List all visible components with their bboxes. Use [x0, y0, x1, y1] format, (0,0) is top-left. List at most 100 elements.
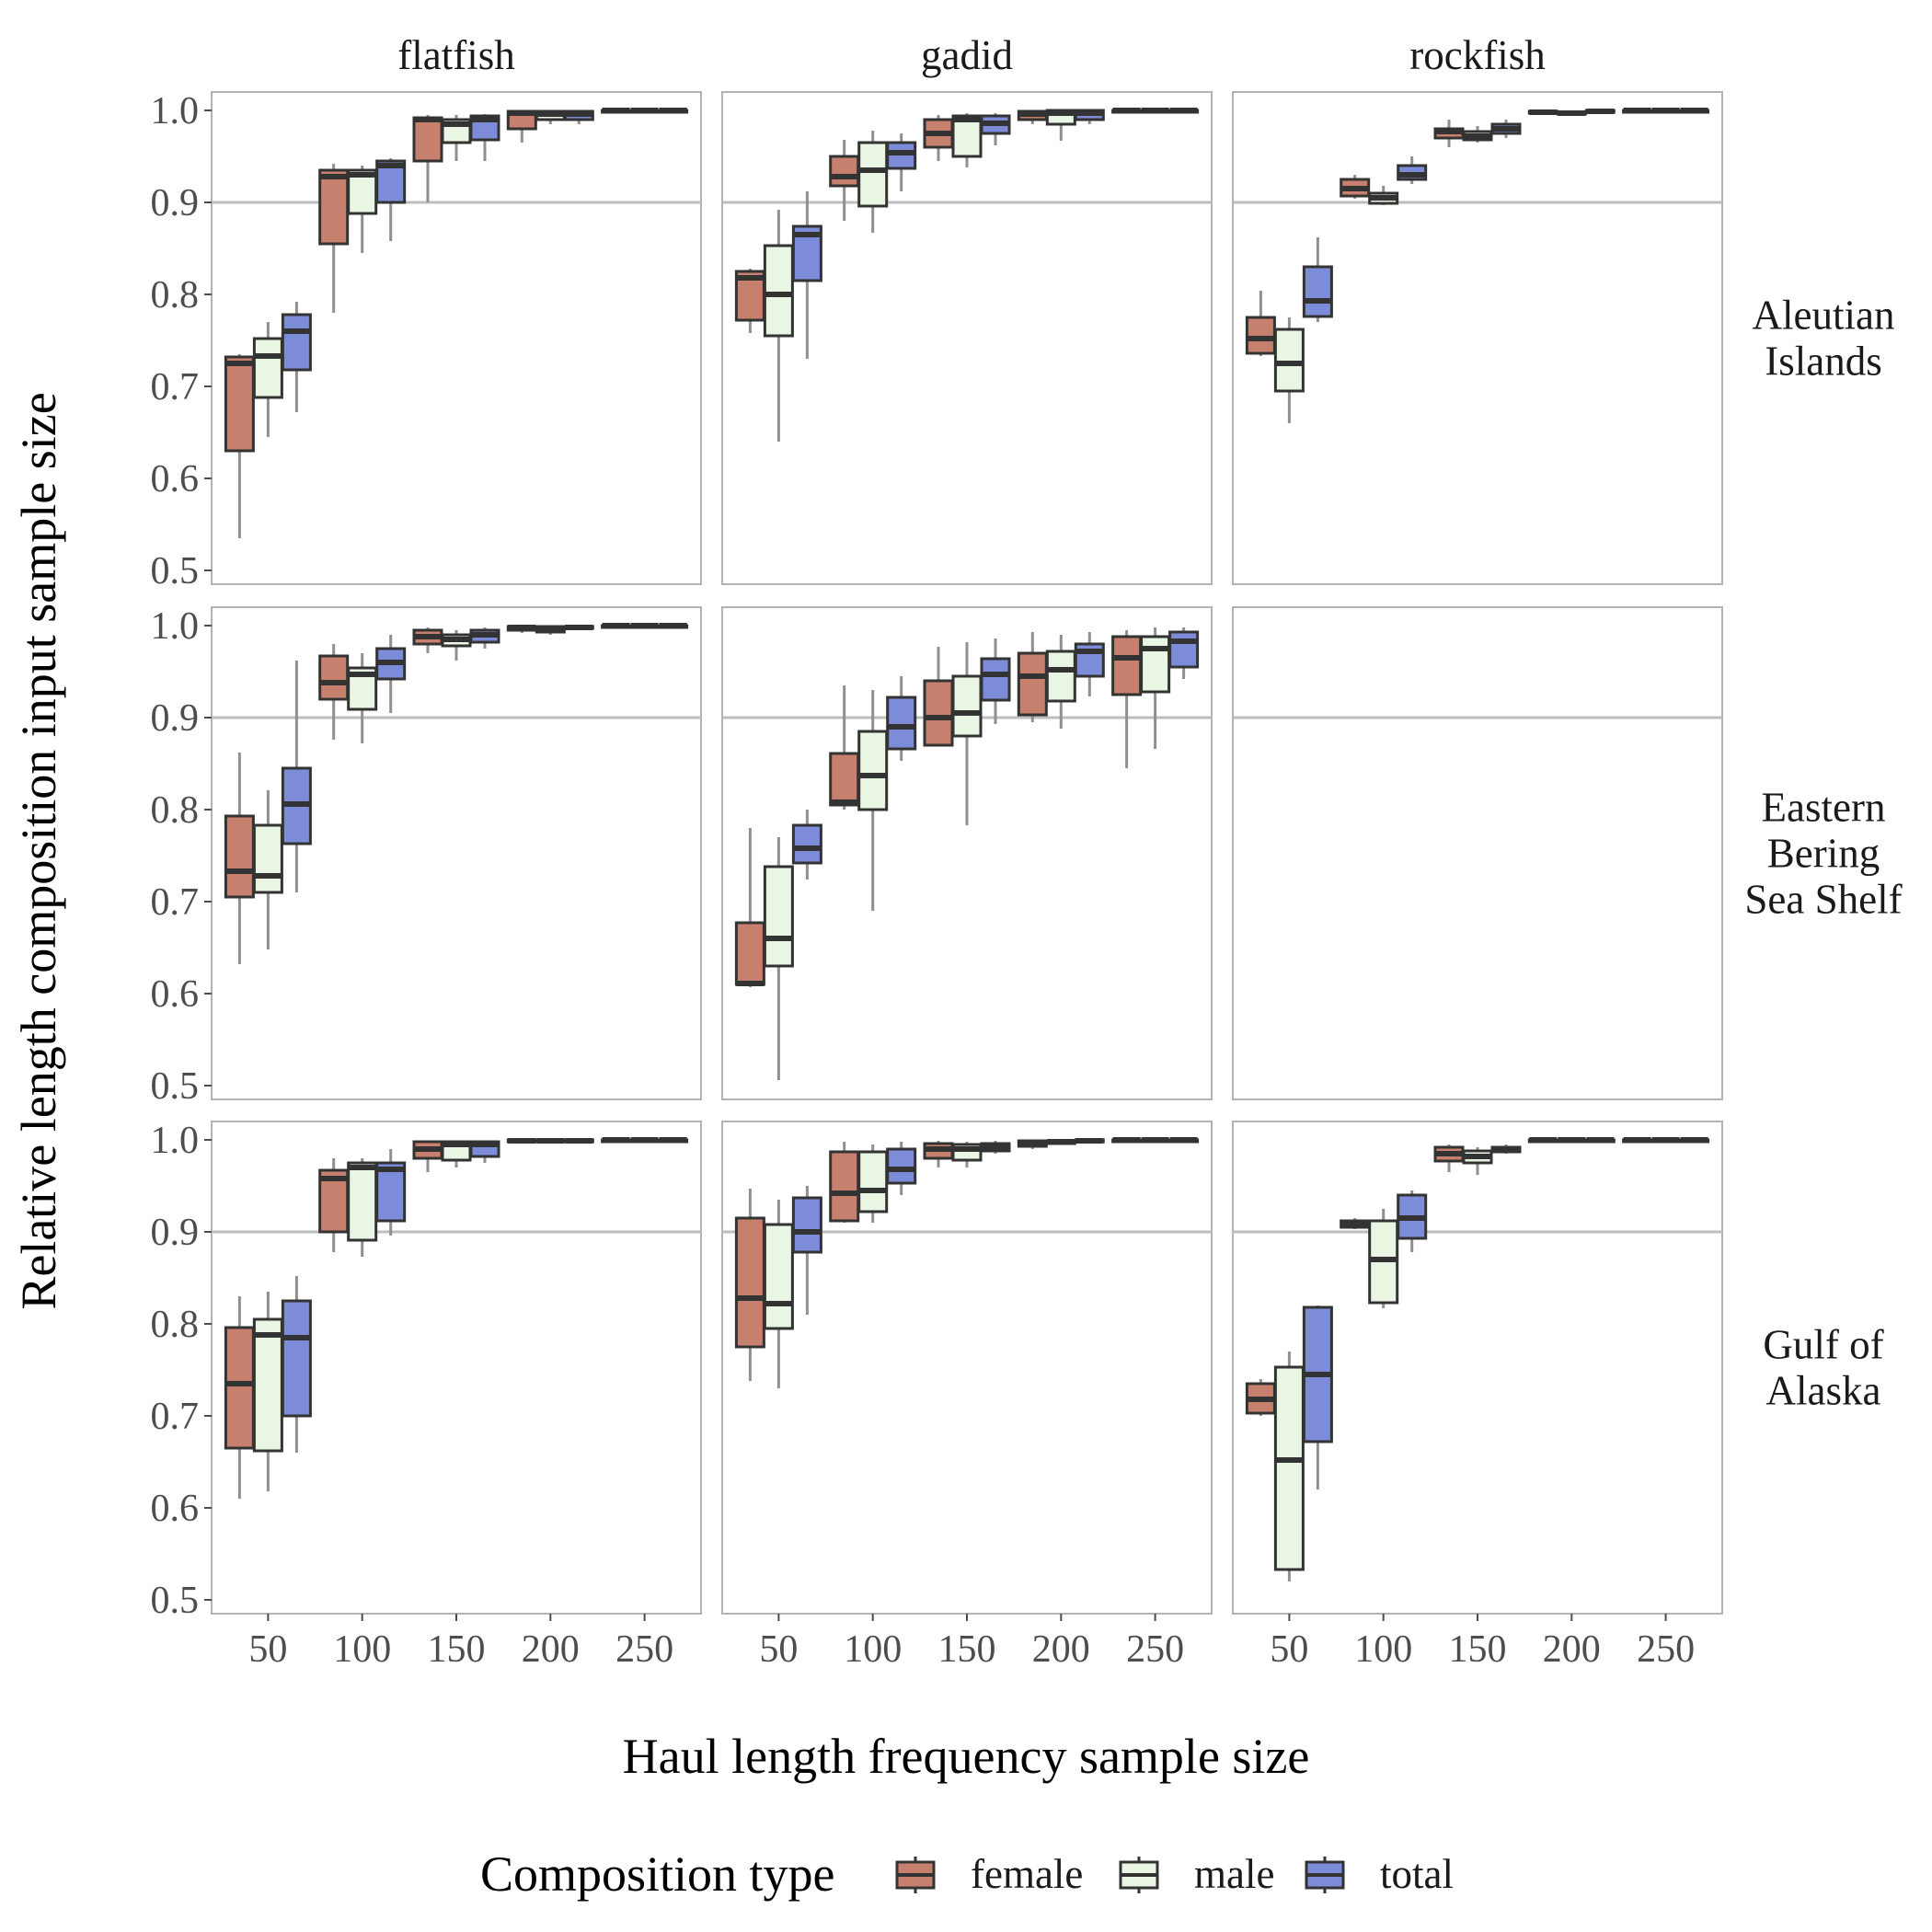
y-tick-label: 0.6	[151, 458, 200, 500]
panels-layer: 0.50.60.70.80.91.00.50.60.70.80.91.00.50…	[151, 90, 1723, 1671]
box-total-200	[563, 625, 594, 630]
box-female-50	[1245, 1379, 1276, 1416]
panel-flatfish-aleutian-islands: 0.5 0.6 0.7 0.8 0.9 1.0	[151, 90, 702, 592]
box-female-100	[1340, 175, 1371, 199]
box-female-150	[1433, 1144, 1465, 1172]
box-male-100	[347, 1158, 378, 1257]
box-body	[857, 1150, 889, 1213]
box-body	[281, 313, 312, 372]
box-total-100	[375, 635, 407, 713]
y-tick-label: 0.9	[151, 182, 200, 224]
panel-border	[721, 1121, 1213, 1615]
panel-rockfish-gulf-of-alaska: 50 100 150 200 250	[1232, 1121, 1723, 1671]
box-male-250	[629, 1137, 661, 1144]
facet-column-label-gadid: gadid	[921, 32, 1013, 78]
y-tick-label: 0.5	[151, 1065, 200, 1108]
box-male-200	[1045, 1139, 1076, 1145]
legend-label-male: male	[1194, 1851, 1274, 1897]
box-female-150	[412, 115, 443, 202]
box-male-150	[1462, 1147, 1493, 1175]
box-male-250	[1140, 1137, 1171, 1144]
box-body	[1168, 630, 1200, 669]
box-total-150	[469, 627, 500, 649]
box-total-50	[791, 1186, 822, 1315]
box-body	[980, 657, 1011, 702]
box-total-150	[469, 1140, 500, 1163]
x-tick-label: 100	[844, 1628, 902, 1671]
box-body	[857, 141, 889, 208]
y-tick-label: 0.5	[151, 550, 200, 592]
x-tick-label: 250	[1126, 1628, 1184, 1671]
box-total-250	[658, 108, 689, 114]
box-total-150	[1490, 1144, 1522, 1154]
box-female-250	[1111, 1137, 1143, 1144]
box-total-250	[1679, 108, 1710, 114]
box-total-200	[1074, 109, 1105, 124]
x-tick-label: 50	[1270, 1628, 1308, 1671]
box-body	[829, 1150, 860, 1223]
box-total-250	[1168, 108, 1200, 114]
box-male-50	[1273, 1351, 1305, 1581]
box-body	[252, 823, 283, 894]
box-male-200	[535, 1138, 566, 1144]
box-male-200	[535, 625, 566, 635]
box-male-100	[1368, 186, 1399, 205]
box-male-200	[1556, 1137, 1587, 1144]
box-male-150	[441, 115, 472, 161]
box-body	[791, 1196, 822, 1254]
x-tick-label: 150	[938, 1628, 996, 1671]
box-body	[763, 865, 794, 968]
box-body	[763, 244, 794, 338]
box-body	[281, 1299, 312, 1418]
box-male-150	[951, 113, 983, 167]
x-tick-label: 50	[759, 1628, 798, 1671]
box-female-50	[1245, 291, 1276, 356]
box-male-50	[763, 1200, 794, 1388]
box-female-200	[1017, 109, 1048, 124]
y-axis-title: Relative length composition input sample…	[11, 392, 66, 1309]
box-total-250	[1168, 627, 1200, 679]
box-female-250	[601, 108, 632, 114]
box-male-50	[252, 322, 283, 437]
y-tick-label: 1.0	[151, 605, 200, 648]
box-total-150	[1490, 120, 1522, 138]
box-total-150	[980, 1141, 1011, 1154]
box-body	[412, 116, 443, 163]
panel-gadid-aleutian-islands	[721, 91, 1213, 585]
box-male-50	[252, 790, 283, 949]
x-tick-label: 150	[1449, 1628, 1507, 1671]
box-male-100	[857, 690, 889, 911]
box-body	[857, 730, 889, 811]
box-body	[734, 921, 765, 986]
box-total-250	[1679, 1137, 1710, 1144]
box-body	[1017, 651, 1048, 717]
box-total-150	[980, 638, 1011, 724]
box-total-50	[791, 191, 822, 359]
box-body	[1273, 1365, 1305, 1571]
box-female-100	[318, 644, 350, 740]
x-tick-label: 250	[1637, 1628, 1695, 1671]
y-tick-label: 0.8	[151, 1304, 200, 1346]
box-body	[224, 814, 255, 899]
box-total-200	[563, 109, 594, 124]
box-female-250	[1622, 108, 1653, 114]
box-total-100	[375, 1149, 407, 1236]
box-female-200	[1527, 1137, 1558, 1144]
box-male-250	[629, 108, 661, 114]
box-body	[252, 1317, 283, 1453]
box-total-100	[886, 1142, 917, 1195]
box-male-100	[857, 131, 889, 233]
box-total-250	[658, 1137, 689, 1144]
box-total-250	[1168, 1137, 1200, 1144]
box-total-200	[1074, 1138, 1105, 1144]
box-total-100	[886, 133, 917, 191]
box-female-50	[224, 1296, 255, 1499]
x-axis-title: Haul length frequency sample size	[623, 1729, 1310, 1784]
box-female-150	[923, 647, 954, 747]
box-male-150	[1462, 126, 1493, 143]
box-body	[224, 1326, 255, 1450]
y-tick-label: 0.6	[151, 973, 200, 1016]
box-body	[318, 654, 350, 701]
box-total-200	[563, 1138, 594, 1144]
panel-rockfish-aleutian-islands	[1232, 91, 1723, 585]
